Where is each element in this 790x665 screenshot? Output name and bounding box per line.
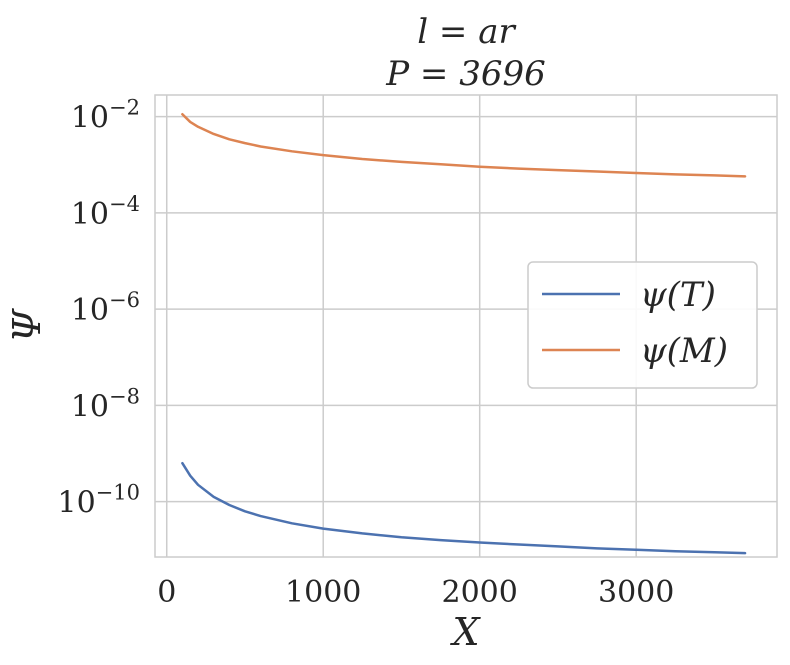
y-tick-label: 10−2 bbox=[71, 96, 140, 136]
series-line-psi-m bbox=[181, 113, 747, 178]
y-tick-base: 10 bbox=[71, 293, 109, 328]
legend-label-psi-t: ψ(T) bbox=[640, 275, 716, 315]
y-tick-labels: 10−210−410−610−810−10 bbox=[57, 96, 140, 521]
y-tick-exponent: −6 bbox=[109, 288, 140, 312]
chart-title-line2: P = 3696 bbox=[385, 54, 546, 94]
chart-title-line1: l = ar bbox=[417, 12, 516, 52]
y-axis-label: Ψ bbox=[5, 308, 49, 343]
series-lines bbox=[181, 113, 747, 555]
y-tick-base: 10 bbox=[71, 197, 109, 232]
x-tick-label: 3000 bbox=[598, 575, 674, 610]
y-tick-exponent: −4 bbox=[109, 192, 140, 216]
x-tick-labels: 0 1000 2000 3000 bbox=[157, 575, 674, 610]
y-tick-exponent: −10 bbox=[96, 481, 140, 505]
y-tick-label: 10−6 bbox=[71, 288, 140, 328]
series-line-psi-t bbox=[181, 461, 747, 555]
x-axis-label: X bbox=[449, 610, 481, 654]
y-tick-exponent: −2 bbox=[109, 96, 140, 120]
y-tick-label: 10−4 bbox=[71, 192, 140, 232]
x-tick-label: 2000 bbox=[442, 575, 518, 610]
legend-label-psi-m: ψ(M) bbox=[640, 331, 728, 371]
y-tick-base: 10 bbox=[57, 486, 95, 521]
x-tick-label: 1000 bbox=[285, 575, 361, 610]
y-tick-label: 10−10 bbox=[57, 481, 140, 521]
legend: ψ(T) ψ(M) bbox=[527, 261, 758, 389]
y-tick-base: 10 bbox=[71, 389, 109, 424]
y-tick-exponent: −8 bbox=[109, 384, 140, 408]
y-tick-label: 10−8 bbox=[71, 384, 140, 424]
plot-frame bbox=[154, 94, 778, 558]
y-tick-base: 10 bbox=[71, 101, 109, 136]
x-tick-label: 0 bbox=[157, 575, 176, 610]
